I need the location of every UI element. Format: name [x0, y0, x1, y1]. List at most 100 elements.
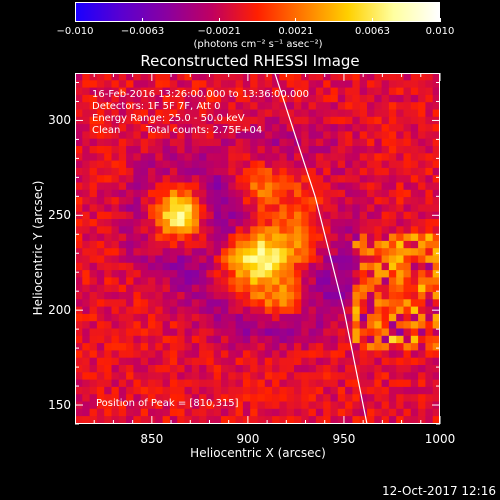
- heatmap-cell: [294, 87, 302, 96]
- heatmap-cell: [148, 189, 156, 198]
- heatmap-cell: [257, 386, 266, 395]
- heatmap-cell: [294, 175, 302, 183]
- heatmap-cell: [323, 365, 331, 373]
- heatmap-cell: [388, 401, 397, 410]
- heatmap-cell: [184, 335, 193, 344]
- heatmap-cell: [191, 146, 200, 154]
- heatmap-cell: [177, 270, 185, 278]
- heatmap-cell: [301, 204, 309, 213]
- heatmap-cell: [410, 372, 419, 380]
- heatmap-cell: [388, 248, 397, 256]
- heatmap-cell: [315, 372, 324, 380]
- heatmap-cell: [133, 343, 142, 351]
- heatmap-cell: [235, 350, 244, 359]
- heatmap-cell: [388, 204, 397, 213]
- heatmap-cell: [118, 233, 127, 242]
- heatmap-cell: [367, 124, 375, 132]
- heatmap-cell: [184, 328, 193, 337]
- heatmap-cell: [345, 240, 353, 249]
- heatmap-cell: [359, 372, 368, 380]
- heatmap-cell: [104, 248, 112, 256]
- heatmap-cell: [381, 182, 390, 191]
- heatmap-cell: [410, 116, 419, 125]
- heatmap-cell: [345, 270, 353, 278]
- heatmap-cell: [403, 386, 412, 395]
- heatmap-cell: [432, 292, 440, 300]
- heatmap-cell: [140, 408, 149, 417]
- heatmap-cell: [169, 124, 178, 132]
- heatmap-cell: [177, 87, 185, 96]
- heatmap-cell: [242, 73, 251, 81]
- heatmap-cell: [279, 306, 288, 315]
- x-tick-label: 950: [332, 432, 356, 446]
- heatmap-cell: [418, 270, 426, 278]
- heatmap-cell: [126, 365, 134, 373]
- heatmap-cell: [425, 226, 434, 234]
- heatmap-cell: [323, 306, 331, 315]
- heatmap-cell: [82, 284, 90, 293]
- heatmap-cell: [82, 408, 90, 417]
- heatmap-cell: [155, 80, 163, 88]
- heatmap-cell: [410, 408, 419, 417]
- heatmap-cell: [279, 372, 288, 380]
- heatmap-cell: [118, 372, 127, 380]
- heatmap-cell: [191, 153, 200, 161]
- heatmap-cell: [191, 131, 200, 140]
- heatmap-cell: [140, 350, 149, 359]
- heatmap-cell: [235, 153, 244, 161]
- heatmap-cell: [425, 167, 434, 176]
- heatmap-cell: [279, 357, 288, 366]
- heatmap-cell: [169, 233, 178, 242]
- heatmap-cell: [308, 357, 317, 366]
- heatmap-cell: [162, 160, 171, 169]
- heatmap-cell: [177, 153, 185, 161]
- heatmap-cell: [104, 416, 112, 424]
- heatmap-cell: [126, 197, 134, 205]
- heatmap-cell: [396, 204, 404, 213]
- heatmap-cell: [359, 248, 368, 256]
- heatmap-cell: [388, 167, 397, 176]
- heatmap-cell: [140, 277, 149, 286]
- heatmap-cell: [286, 124, 295, 132]
- heatmap-cell: [221, 160, 229, 169]
- heatmap-cell: [279, 350, 288, 359]
- heatmap-cell: [374, 211, 382, 220]
- heatmap-cell: [162, 146, 171, 154]
- heatmap-cell: [279, 277, 288, 286]
- heatmap-cell: [352, 102, 361, 110]
- heatmap-cell: [162, 277, 171, 286]
- heatmap-cell: [184, 240, 193, 249]
- heatmap-cell: [221, 408, 229, 417]
- heatmap-cell: [264, 292, 273, 300]
- heatmap-cell: [191, 262, 200, 271]
- heatmap-cell: [126, 219, 134, 227]
- heatmap-cell: [374, 386, 382, 395]
- heatmap-cell: [301, 138, 309, 147]
- heatmap-cell: [96, 408, 105, 417]
- heatmap-cell: [177, 372, 185, 380]
- heatmap-cell: [133, 167, 142, 176]
- heatmap-cell: [235, 109, 244, 118]
- heatmap-cell: [96, 270, 105, 278]
- heatmap-cell: [257, 277, 266, 286]
- heatmap-cell: [89, 73, 98, 81]
- heatmap-cell: [337, 262, 346, 271]
- heatmap-cell: [133, 277, 142, 286]
- heatmap-cell: [286, 357, 295, 366]
- heatmap-cell: [286, 321, 295, 329]
- heatmap-cell: [177, 321, 185, 329]
- heatmap-cell: [359, 306, 368, 315]
- heatmap-cell: [330, 131, 339, 140]
- heatmap-cell: [352, 248, 361, 256]
- heatmap-cell: [308, 189, 317, 198]
- heatmap-cell: [250, 357, 258, 366]
- heatmap-cell: [213, 299, 222, 307]
- heatmap-cell: [330, 306, 339, 315]
- heatmap-cell: [177, 175, 185, 183]
- heatmap-cell: [330, 416, 339, 424]
- heatmap-cell: [242, 292, 251, 300]
- heatmap-cell: [418, 357, 426, 366]
- heatmap-cell: [242, 255, 251, 264]
- heatmap-cell: [264, 189, 273, 198]
- heatmap-cell: [272, 270, 280, 278]
